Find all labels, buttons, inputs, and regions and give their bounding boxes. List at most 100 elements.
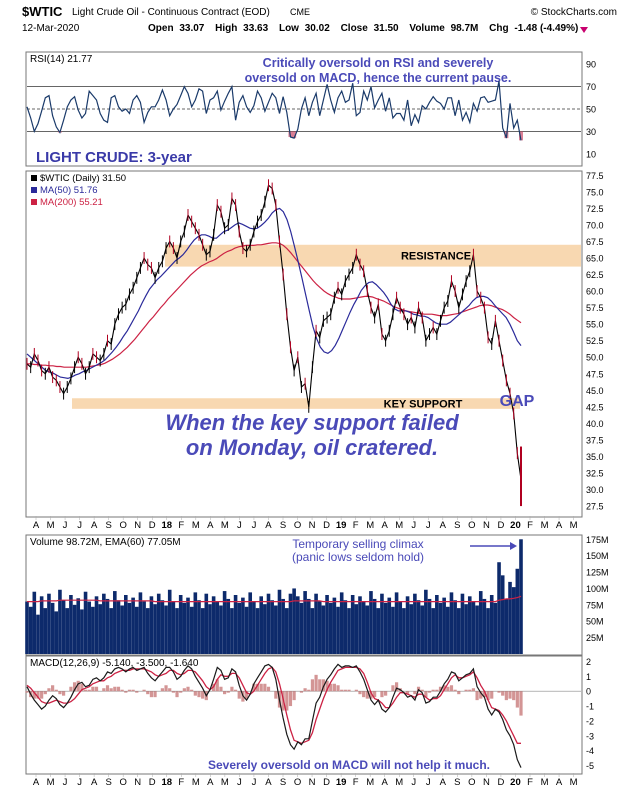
month-tick-label: 20: [510, 777, 521, 788]
macd-histogram-bar: [519, 691, 523, 716]
macd-histogram-bar: [266, 686, 271, 692]
macd-histogram-bar: [413, 691, 417, 695]
volume-bar: [25, 601, 29, 654]
macd-tick-label: 2: [586, 657, 591, 667]
volume-bar: [131, 597, 135, 654]
rsi-annotation: Critically oversold on RSI and severely o…: [245, 56, 512, 85]
month-tick-label: A: [33, 520, 40, 531]
macd-histogram-bar: [83, 689, 88, 692]
macd-histogram-bar: [435, 689, 439, 692]
ohlc-readout: Open 33.07 High 33.63 Low 30.02 Close 31…: [148, 23, 578, 34]
macd-histogram-bar: [365, 691, 369, 699]
macd-histogram-bar: [486, 691, 490, 701]
month-tick-label: A: [207, 520, 214, 531]
month-tick-label: S: [105, 777, 111, 788]
month-tick-label: O: [294, 777, 301, 788]
month-tick-label: A: [440, 777, 447, 788]
month-tick-label: O: [468, 777, 475, 788]
month-tick-label: 18: [161, 520, 172, 531]
month-tick-label: A: [440, 520, 447, 531]
volume-bar: [226, 598, 231, 654]
volume-bar: [310, 608, 315, 654]
volume-bar: [65, 608, 70, 654]
price-tick-label: 65.0: [586, 254, 604, 264]
macd-histogram-bar: [384, 691, 388, 696]
chart-date: 12-Mar-2020: [22, 23, 80, 34]
macd-histogram-bar: [259, 683, 263, 692]
month-tick-label: J: [411, 520, 416, 531]
macd-histogram-bar: [113, 686, 117, 692]
volume-bar: [438, 602, 443, 654]
volume-bar: [504, 598, 509, 654]
volume-bar: [493, 602, 498, 654]
volume-ema-line: [27, 595, 522, 603]
volume-bar: [270, 600, 274, 654]
macd-histogram-bar: [127, 689, 132, 692]
volume-bar: [420, 605, 424, 654]
volume-tick-label: 100M: [586, 584, 609, 594]
price-tick-label: 67.5: [586, 237, 604, 247]
macd-histogram-bar: [54, 689, 58, 692]
volume-bar: [394, 592, 399, 654]
month-tick-label: J: [252, 520, 257, 531]
month-tick-label: 18: [161, 777, 172, 788]
volume-bar: [116, 600, 121, 654]
macd-histogram-bar: [32, 691, 36, 699]
volume-bar: [387, 597, 392, 654]
signal-line: [26, 666, 521, 745]
volume-label: Volume: [409, 23, 445, 34]
macd-histogram-bar: [329, 683, 333, 692]
month-tick-label: O: [468, 520, 475, 531]
volume-bar: [380, 593, 384, 654]
price-tick-label: 72.5: [586, 204, 604, 214]
volume-bar: [500, 575, 505, 654]
legend-entry: MA(200) 55.21: [40, 197, 103, 208]
month-tick-label: A: [33, 777, 40, 788]
month-tick-label: M: [192, 520, 200, 531]
macd-histogram-bar: [405, 691, 410, 695]
rsi-tick-label: 90: [586, 60, 596, 70]
macd-histogram-bar: [215, 679, 219, 692]
close-label: Close: [341, 23, 369, 34]
volume-bar: [142, 601, 146, 654]
month-tick-label: M: [47, 520, 55, 531]
macd-histogram-bar: [116, 686, 121, 692]
macd-histogram-bar: [343, 689, 347, 692]
volume-bar: [43, 608, 48, 654]
volume-bar: [28, 606, 33, 654]
macd-histogram-bar: [175, 691, 179, 698]
down-arrow-icon: [580, 27, 588, 33]
volume-bar: [32, 591, 37, 654]
month-tick-label: D: [498, 777, 505, 788]
month-tick-label: M: [221, 520, 229, 531]
macd-histogram-bar: [310, 679, 315, 692]
macd-histogram-bar: [442, 685, 446, 692]
volume-bar: [182, 602, 187, 654]
macd-histogram-bar: [131, 689, 135, 692]
volume-bar: [409, 604, 414, 654]
volume-bar: [306, 598, 311, 654]
volume-bar: [453, 600, 457, 654]
macd-annotation: Severely oversold on MACD will not help …: [208, 758, 490, 772]
volume-bar: [47, 593, 51, 654]
month-tick-label: M: [395, 520, 403, 531]
macd-histogram-bar: [438, 686, 443, 692]
price-tick-label: 30.0: [586, 485, 604, 495]
macd-histogram-bar: [373, 691, 377, 698]
macd-histogram-bar: [380, 691, 384, 698]
volume-bar: [285, 608, 289, 654]
volume-bar: [237, 602, 242, 654]
volume-bar: [343, 600, 348, 654]
rsi-panel: RSI(14) 21.77 Critically oversold on RSI…: [26, 54, 596, 159]
macd-histogram-bar: [109, 688, 113, 692]
volume-bar: [230, 608, 234, 654]
volume-bar: [442, 597, 446, 654]
month-tick-label: D: [149, 777, 156, 788]
volume-bar: [215, 601, 220, 654]
volume-bar: [69, 595, 73, 654]
volume-bar: [299, 602, 304, 654]
volume-bar: [83, 591, 88, 654]
macd-tick-label: -3: [586, 731, 594, 741]
month-tick-label: A: [265, 777, 272, 788]
macd-histogram-bar: [497, 691, 501, 693]
